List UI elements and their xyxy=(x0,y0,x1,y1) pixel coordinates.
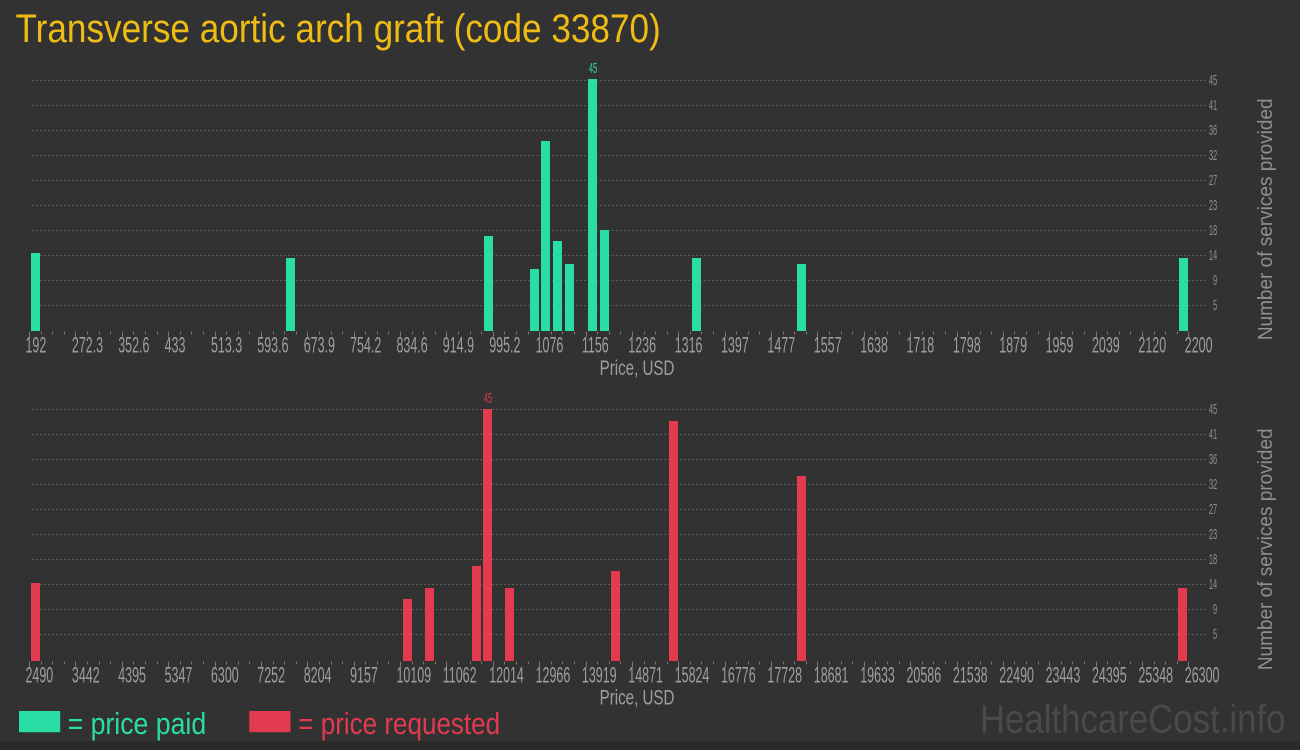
svg-text:2039: 2039 xyxy=(1092,333,1120,358)
svg-text:19633: 19633 xyxy=(860,663,895,688)
svg-text:9: 9 xyxy=(1213,600,1217,618)
svg-text:673.9: 673.9 xyxy=(304,333,335,358)
svg-text:5: 5 xyxy=(1213,625,1217,643)
svg-text:14: 14 xyxy=(1209,246,1218,264)
svg-text:32: 32 xyxy=(1209,475,1217,493)
svg-text:1638: 1638 xyxy=(860,333,888,358)
svg-text:10109: 10109 xyxy=(397,663,432,688)
svg-text:5: 5 xyxy=(1213,296,1217,314)
svg-text:914.9: 914.9 xyxy=(443,333,474,358)
svg-text:9157: 9157 xyxy=(350,663,378,688)
svg-text:2120: 2120 xyxy=(1138,333,1166,358)
svg-text:12966: 12966 xyxy=(536,663,571,688)
svg-text:13919: 13919 xyxy=(582,663,617,688)
svg-text:1076: 1076 xyxy=(536,333,564,358)
svg-text:45: 45 xyxy=(484,389,493,407)
svg-text:26300: 26300 xyxy=(1185,663,1220,688)
svg-text:32: 32 xyxy=(1209,146,1217,164)
svg-text:= price paid: = price paid xyxy=(68,707,207,741)
svg-text:12014: 12014 xyxy=(489,663,524,688)
svg-text:14871: 14871 xyxy=(628,663,663,688)
svg-text:754.2: 754.2 xyxy=(350,333,381,358)
svg-text:593.6: 593.6 xyxy=(257,333,288,358)
svg-text:HealthcareCost.info: HealthcareCost.info xyxy=(980,696,1286,741)
svg-text:9: 9 xyxy=(1213,271,1217,289)
svg-text:2490: 2490 xyxy=(26,663,54,688)
svg-text:18: 18 xyxy=(1209,550,1218,568)
svg-text:20586: 20586 xyxy=(907,663,942,688)
svg-text:45: 45 xyxy=(589,59,598,77)
svg-text:36: 36 xyxy=(1209,450,1218,468)
svg-text:834.6: 834.6 xyxy=(397,333,428,358)
svg-text:27: 27 xyxy=(1209,500,1217,518)
svg-text:2200: 2200 xyxy=(1185,333,1213,358)
svg-text:1477: 1477 xyxy=(767,333,795,358)
svg-text:18: 18 xyxy=(1209,221,1218,239)
svg-text:1316: 1316 xyxy=(675,333,703,358)
svg-text:24395: 24395 xyxy=(1092,663,1127,688)
svg-text:5347: 5347 xyxy=(165,663,193,688)
svg-text:Price, USD: Price, USD xyxy=(600,685,675,709)
svg-text:45: 45 xyxy=(1209,71,1218,89)
svg-text:1156: 1156 xyxy=(582,333,609,358)
svg-text:Number of services provided: Number of services provided xyxy=(1255,98,1278,340)
svg-text:22490: 22490 xyxy=(999,663,1034,688)
svg-text:1236: 1236 xyxy=(628,333,656,358)
svg-text:995.2: 995.2 xyxy=(489,333,520,358)
svg-text:Number of services provided: Number of services provided xyxy=(1255,428,1278,670)
svg-text:15824: 15824 xyxy=(675,663,710,688)
svg-text:192: 192 xyxy=(26,333,47,358)
svg-text:23443: 23443 xyxy=(1046,663,1081,688)
svg-text:16776: 16776 xyxy=(721,663,756,688)
svg-text:23: 23 xyxy=(1209,525,1218,543)
svg-text:21538: 21538 xyxy=(953,663,988,688)
svg-text:Transverse aortic arch graft (: Transverse aortic arch graft (code 33870… xyxy=(16,6,661,51)
svg-text:25348: 25348 xyxy=(1138,663,1173,688)
svg-text:27: 27 xyxy=(1209,171,1217,189)
svg-text:1397: 1397 xyxy=(721,333,749,358)
svg-text:= price requested: = price requested xyxy=(298,707,500,742)
svg-text:14: 14 xyxy=(1209,575,1218,593)
svg-text:6300: 6300 xyxy=(211,663,239,688)
svg-text:1879: 1879 xyxy=(999,333,1027,358)
svg-text:7252: 7252 xyxy=(257,663,285,688)
svg-text:36: 36 xyxy=(1209,121,1218,139)
svg-text:513.3: 513.3 xyxy=(211,333,242,358)
svg-text:1718: 1718 xyxy=(907,333,935,358)
svg-text:352.6: 352.6 xyxy=(118,333,149,358)
svg-text:1959: 1959 xyxy=(1046,333,1074,358)
svg-text:8204: 8204 xyxy=(304,663,332,688)
svg-text:41: 41 xyxy=(1209,425,1218,443)
svg-text:1798: 1798 xyxy=(953,333,981,358)
svg-text:41: 41 xyxy=(1209,96,1218,114)
svg-text:3442: 3442 xyxy=(72,663,100,688)
svg-text:1557: 1557 xyxy=(814,333,842,358)
svg-text:272.3: 272.3 xyxy=(72,333,103,358)
svg-text:Price, USD: Price, USD xyxy=(600,356,675,380)
svg-text:433: 433 xyxy=(165,333,186,358)
svg-text:18681: 18681 xyxy=(814,663,849,688)
svg-text:45: 45 xyxy=(1209,400,1218,418)
svg-text:23: 23 xyxy=(1209,196,1218,214)
svg-text:17728: 17728 xyxy=(767,663,802,688)
svg-text:4395: 4395 xyxy=(118,663,146,688)
svg-text:11062: 11062 xyxy=(443,663,477,688)
